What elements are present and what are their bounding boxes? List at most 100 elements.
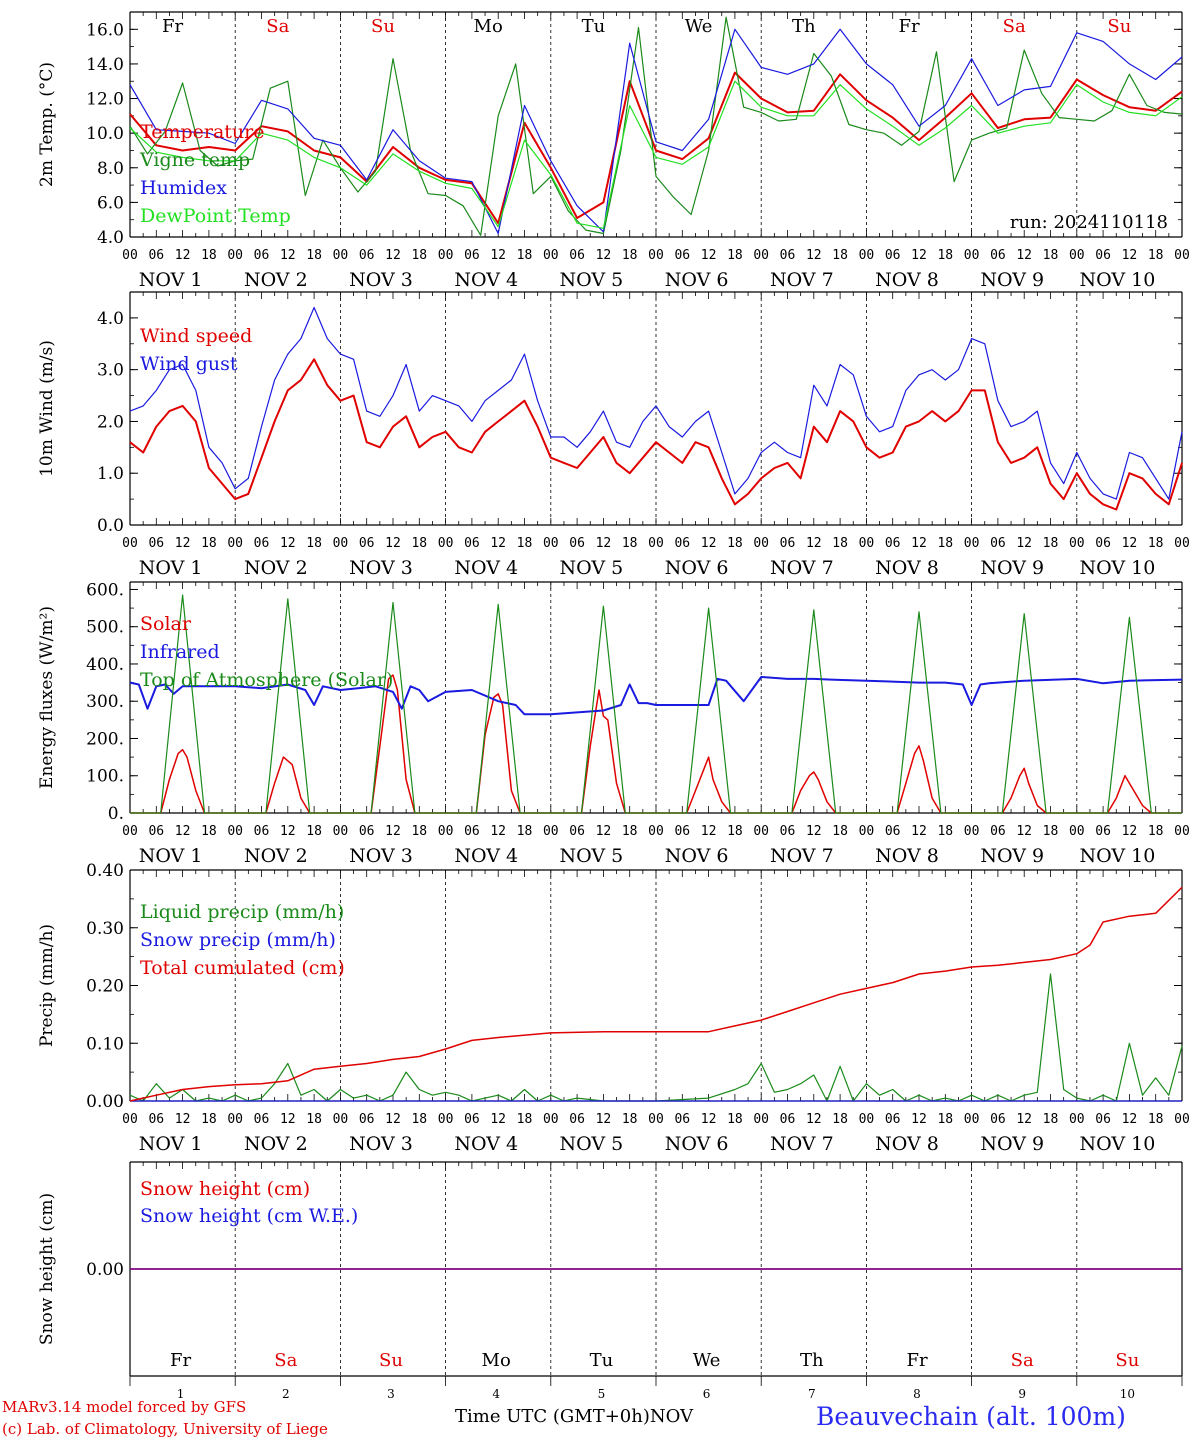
x-hour-label: 12 bbox=[385, 248, 401, 263]
x-hour-label: 12 bbox=[806, 1112, 822, 1127]
x-hour-label: 12 bbox=[806, 824, 822, 839]
y-tick-label: 10.0 bbox=[86, 124, 124, 144]
y-tick-label: 14.0 bbox=[86, 55, 124, 75]
x-hour-label: 00 bbox=[1174, 536, 1190, 551]
y-axis-label: Precip (mm/h) bbox=[37, 924, 57, 1047]
y-axis-label: Snow height (cm) bbox=[37, 1193, 57, 1345]
bottom-day-number: 9 bbox=[1018, 1387, 1026, 1401]
day-name: Fr bbox=[898, 16, 919, 37]
x-date-label: NOV 6 bbox=[665, 845, 729, 867]
x-hour-label: 00 bbox=[648, 536, 664, 551]
x-date-label: NOV 2 bbox=[244, 1133, 308, 1155]
month-label: NOV bbox=[649, 1406, 694, 1427]
x-date-label: NOV 8 bbox=[875, 845, 939, 867]
x-hour-label: 00 bbox=[859, 824, 875, 839]
x-hour-label: 06 bbox=[148, 248, 164, 263]
bottom-day-name: Su bbox=[1115, 1350, 1139, 1371]
x-hour-label: 06 bbox=[990, 824, 1006, 839]
y-tick-label: 6.0 bbox=[97, 193, 124, 213]
x-hour-label: 00 bbox=[227, 248, 243, 263]
x-hour-label: 00 bbox=[753, 1112, 769, 1127]
x-date-label: NOV 3 bbox=[349, 557, 413, 579]
x-hour-label: 12 bbox=[1122, 1112, 1138, 1127]
x-hour-label: 00 bbox=[122, 536, 138, 551]
x-hour-label: 12 bbox=[280, 248, 296, 263]
x-hour-label: 00 bbox=[648, 248, 664, 263]
x-hour-label: 06 bbox=[148, 1112, 164, 1127]
x-hour-label: 18 bbox=[727, 536, 743, 551]
x-hour-label: 06 bbox=[464, 536, 480, 551]
x-hour-label: 18 bbox=[832, 824, 848, 839]
x-hour-label: 18 bbox=[201, 536, 217, 551]
bottom-day-number: 5 bbox=[598, 1387, 606, 1401]
x-hour-label: 12 bbox=[490, 824, 506, 839]
y-tick-label: 0.30 bbox=[86, 919, 124, 939]
x-hour-label: 18 bbox=[1043, 1112, 1059, 1127]
x-hour-label: 06 bbox=[780, 1112, 796, 1127]
x-hour-label: 12 bbox=[701, 248, 717, 263]
bottom-day-name: Fr bbox=[906, 1350, 927, 1371]
x-hour-label: 06 bbox=[1095, 536, 1111, 551]
x-hour-label: 18 bbox=[622, 248, 638, 263]
x-hour-label: 18 bbox=[1148, 248, 1164, 263]
x-hour-label: 12 bbox=[701, 536, 717, 551]
x-hour-label: 18 bbox=[201, 248, 217, 263]
x-hour-label: 18 bbox=[517, 1112, 533, 1127]
day-name: Sa bbox=[266, 16, 289, 37]
x-hour-label: 12 bbox=[1016, 824, 1032, 839]
x-hour-label: 00 bbox=[333, 536, 349, 551]
day-name: We bbox=[685, 16, 713, 37]
x-hour-label: 06 bbox=[885, 824, 901, 839]
legend-entry: Solar bbox=[140, 613, 192, 635]
x-hour-label: 12 bbox=[911, 824, 927, 839]
x-hour-label: 12 bbox=[596, 248, 612, 263]
x-hour-label: 00 bbox=[438, 536, 454, 551]
x-date-label: NOV 8 bbox=[875, 1133, 939, 1155]
time-axis-text: Time UTC (GMT+0h) bbox=[455, 1406, 650, 1427]
x-hour-label: 18 bbox=[517, 248, 533, 263]
x-hour-label: 06 bbox=[569, 1112, 585, 1127]
y-axis-label: 2m Temp. (°C) bbox=[37, 62, 57, 187]
x-hour-label: 00 bbox=[964, 1112, 980, 1127]
y-tick-label: 0. bbox=[108, 804, 124, 824]
x-hour-label: 12 bbox=[385, 1112, 401, 1127]
x-hour-label: 12 bbox=[701, 1112, 717, 1127]
x-hour-label: 18 bbox=[1043, 248, 1059, 263]
x-hour-label: 18 bbox=[306, 824, 322, 839]
x-hour-label: 00 bbox=[333, 248, 349, 263]
series-line-humidex bbox=[129, 28, 1183, 235]
x-hour-label: 06 bbox=[464, 248, 480, 263]
x-hour-label: 00 bbox=[438, 824, 454, 839]
x-date-label: NOV 10 bbox=[1079, 845, 1155, 867]
day-name: Fr bbox=[162, 16, 183, 37]
x-date-label: NOV 5 bbox=[560, 845, 624, 867]
x-hour-label: 06 bbox=[674, 824, 690, 839]
y-tick-label: 600. bbox=[86, 580, 124, 600]
x-hour-label: 18 bbox=[517, 536, 533, 551]
x-hour-label: 18 bbox=[832, 1112, 848, 1127]
x-hour-label: 06 bbox=[674, 536, 690, 551]
legend-entry: Top of Atmosphere (Solar) bbox=[140, 669, 393, 691]
x-hour-label: 00 bbox=[753, 248, 769, 263]
y-tick-label: 4.0 bbox=[97, 309, 124, 329]
y-tick-label: 0.00 bbox=[86, 1260, 124, 1280]
x-date-label: NOV 9 bbox=[980, 1133, 1044, 1155]
x-date-label: NOV 10 bbox=[1079, 269, 1155, 291]
bottom-day-number: 7 bbox=[808, 1387, 816, 1401]
bottom-day-name: Su bbox=[379, 1350, 403, 1371]
x-hour-label: 12 bbox=[385, 824, 401, 839]
x-date-label: NOV 10 bbox=[1079, 1133, 1155, 1155]
x-hour-label: 06 bbox=[990, 536, 1006, 551]
x-hour-label: 00 bbox=[964, 824, 980, 839]
y-tick-label: 4.0 bbox=[97, 228, 124, 248]
x-hour-label: 00 bbox=[333, 824, 349, 839]
day-name: Sa bbox=[1003, 16, 1026, 37]
x-hour-label: 06 bbox=[464, 824, 480, 839]
x-date-label: NOV 6 bbox=[665, 269, 729, 291]
series-line-total-cumulated-cm- bbox=[129, 886, 1183, 1102]
legend-entry: Humidex bbox=[140, 177, 227, 199]
x-hour-label: 18 bbox=[1148, 1112, 1164, 1127]
bottom-day-number: 4 bbox=[492, 1387, 500, 1401]
x-date-label: NOV 1 bbox=[139, 1133, 203, 1155]
day-name: Tu bbox=[582, 16, 606, 37]
